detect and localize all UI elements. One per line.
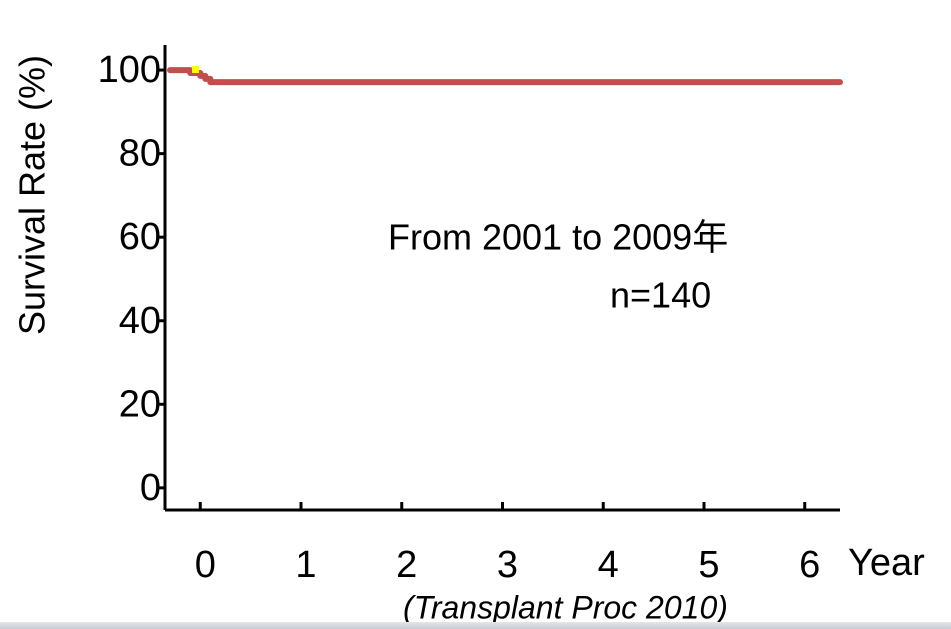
x-tick-label: 3	[497, 544, 518, 586]
y-tick-label: 0	[140, 467, 161, 509]
y-tick-label: 20	[119, 383, 161, 425]
y-tick-label: 80	[119, 133, 161, 175]
x-tick-label: 0	[195, 544, 216, 586]
plot-area: 0 20 40 60 80 100 0 1 2 3 4 5 6	[98, 45, 843, 586]
survival-line	[167, 67, 843, 86]
censor-marker	[192, 66, 199, 73]
y-tick-label: 60	[119, 216, 161, 258]
x-tick-label: 2	[396, 544, 417, 586]
y-tick-label: 40	[119, 300, 161, 342]
y-axis-label: Survival Rate (%)	[12, 55, 53, 335]
x-tick-label: 5	[698, 544, 719, 586]
x-tick-label: 4	[598, 544, 619, 586]
y-tick-label: 100	[98, 49, 161, 91]
x-tick-label: 1	[295, 544, 316, 586]
source-note: (Transplant Proc 2010)	[403, 589, 728, 625]
x-axis-label: Year	[848, 542, 925, 584]
annotation: From 2001 to 2009年	[388, 217, 728, 258]
x-tick-label: 6	[799, 544, 820, 586]
annotation: n=140	[610, 275, 711, 316]
bottom-strip	[0, 622, 951, 629]
